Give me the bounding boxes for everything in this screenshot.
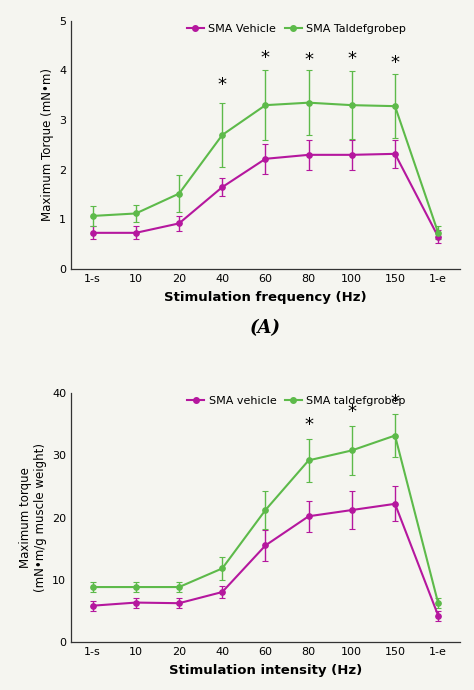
Text: *: * bbox=[347, 50, 356, 68]
Text: *: * bbox=[304, 51, 313, 70]
Y-axis label: Maximum Torque (mN•m): Maximum Torque (mN•m) bbox=[41, 68, 54, 221]
X-axis label: Stimulation frequency (Hz): Stimulation frequency (Hz) bbox=[164, 291, 367, 304]
Text: *: * bbox=[391, 54, 400, 72]
Text: (A): (A) bbox=[250, 319, 281, 337]
Text: *: * bbox=[391, 393, 400, 411]
Text: *: * bbox=[218, 76, 227, 95]
Text: *: * bbox=[347, 403, 356, 421]
Text: *: * bbox=[304, 415, 313, 434]
Legend: SMA vehicle, SMA taldefgrobep: SMA vehicle, SMA taldefgrobep bbox=[187, 396, 406, 406]
Text: *: * bbox=[261, 50, 270, 68]
X-axis label: Stimulation intensity (Hz): Stimulation intensity (Hz) bbox=[169, 664, 362, 676]
Legend: SMA Vehicle, SMA Taldefgrobep: SMA Vehicle, SMA Taldefgrobep bbox=[187, 23, 406, 34]
Y-axis label: Maximum torque
(mN•m/g muscle weight): Maximum torque (mN•m/g muscle weight) bbox=[18, 443, 46, 592]
